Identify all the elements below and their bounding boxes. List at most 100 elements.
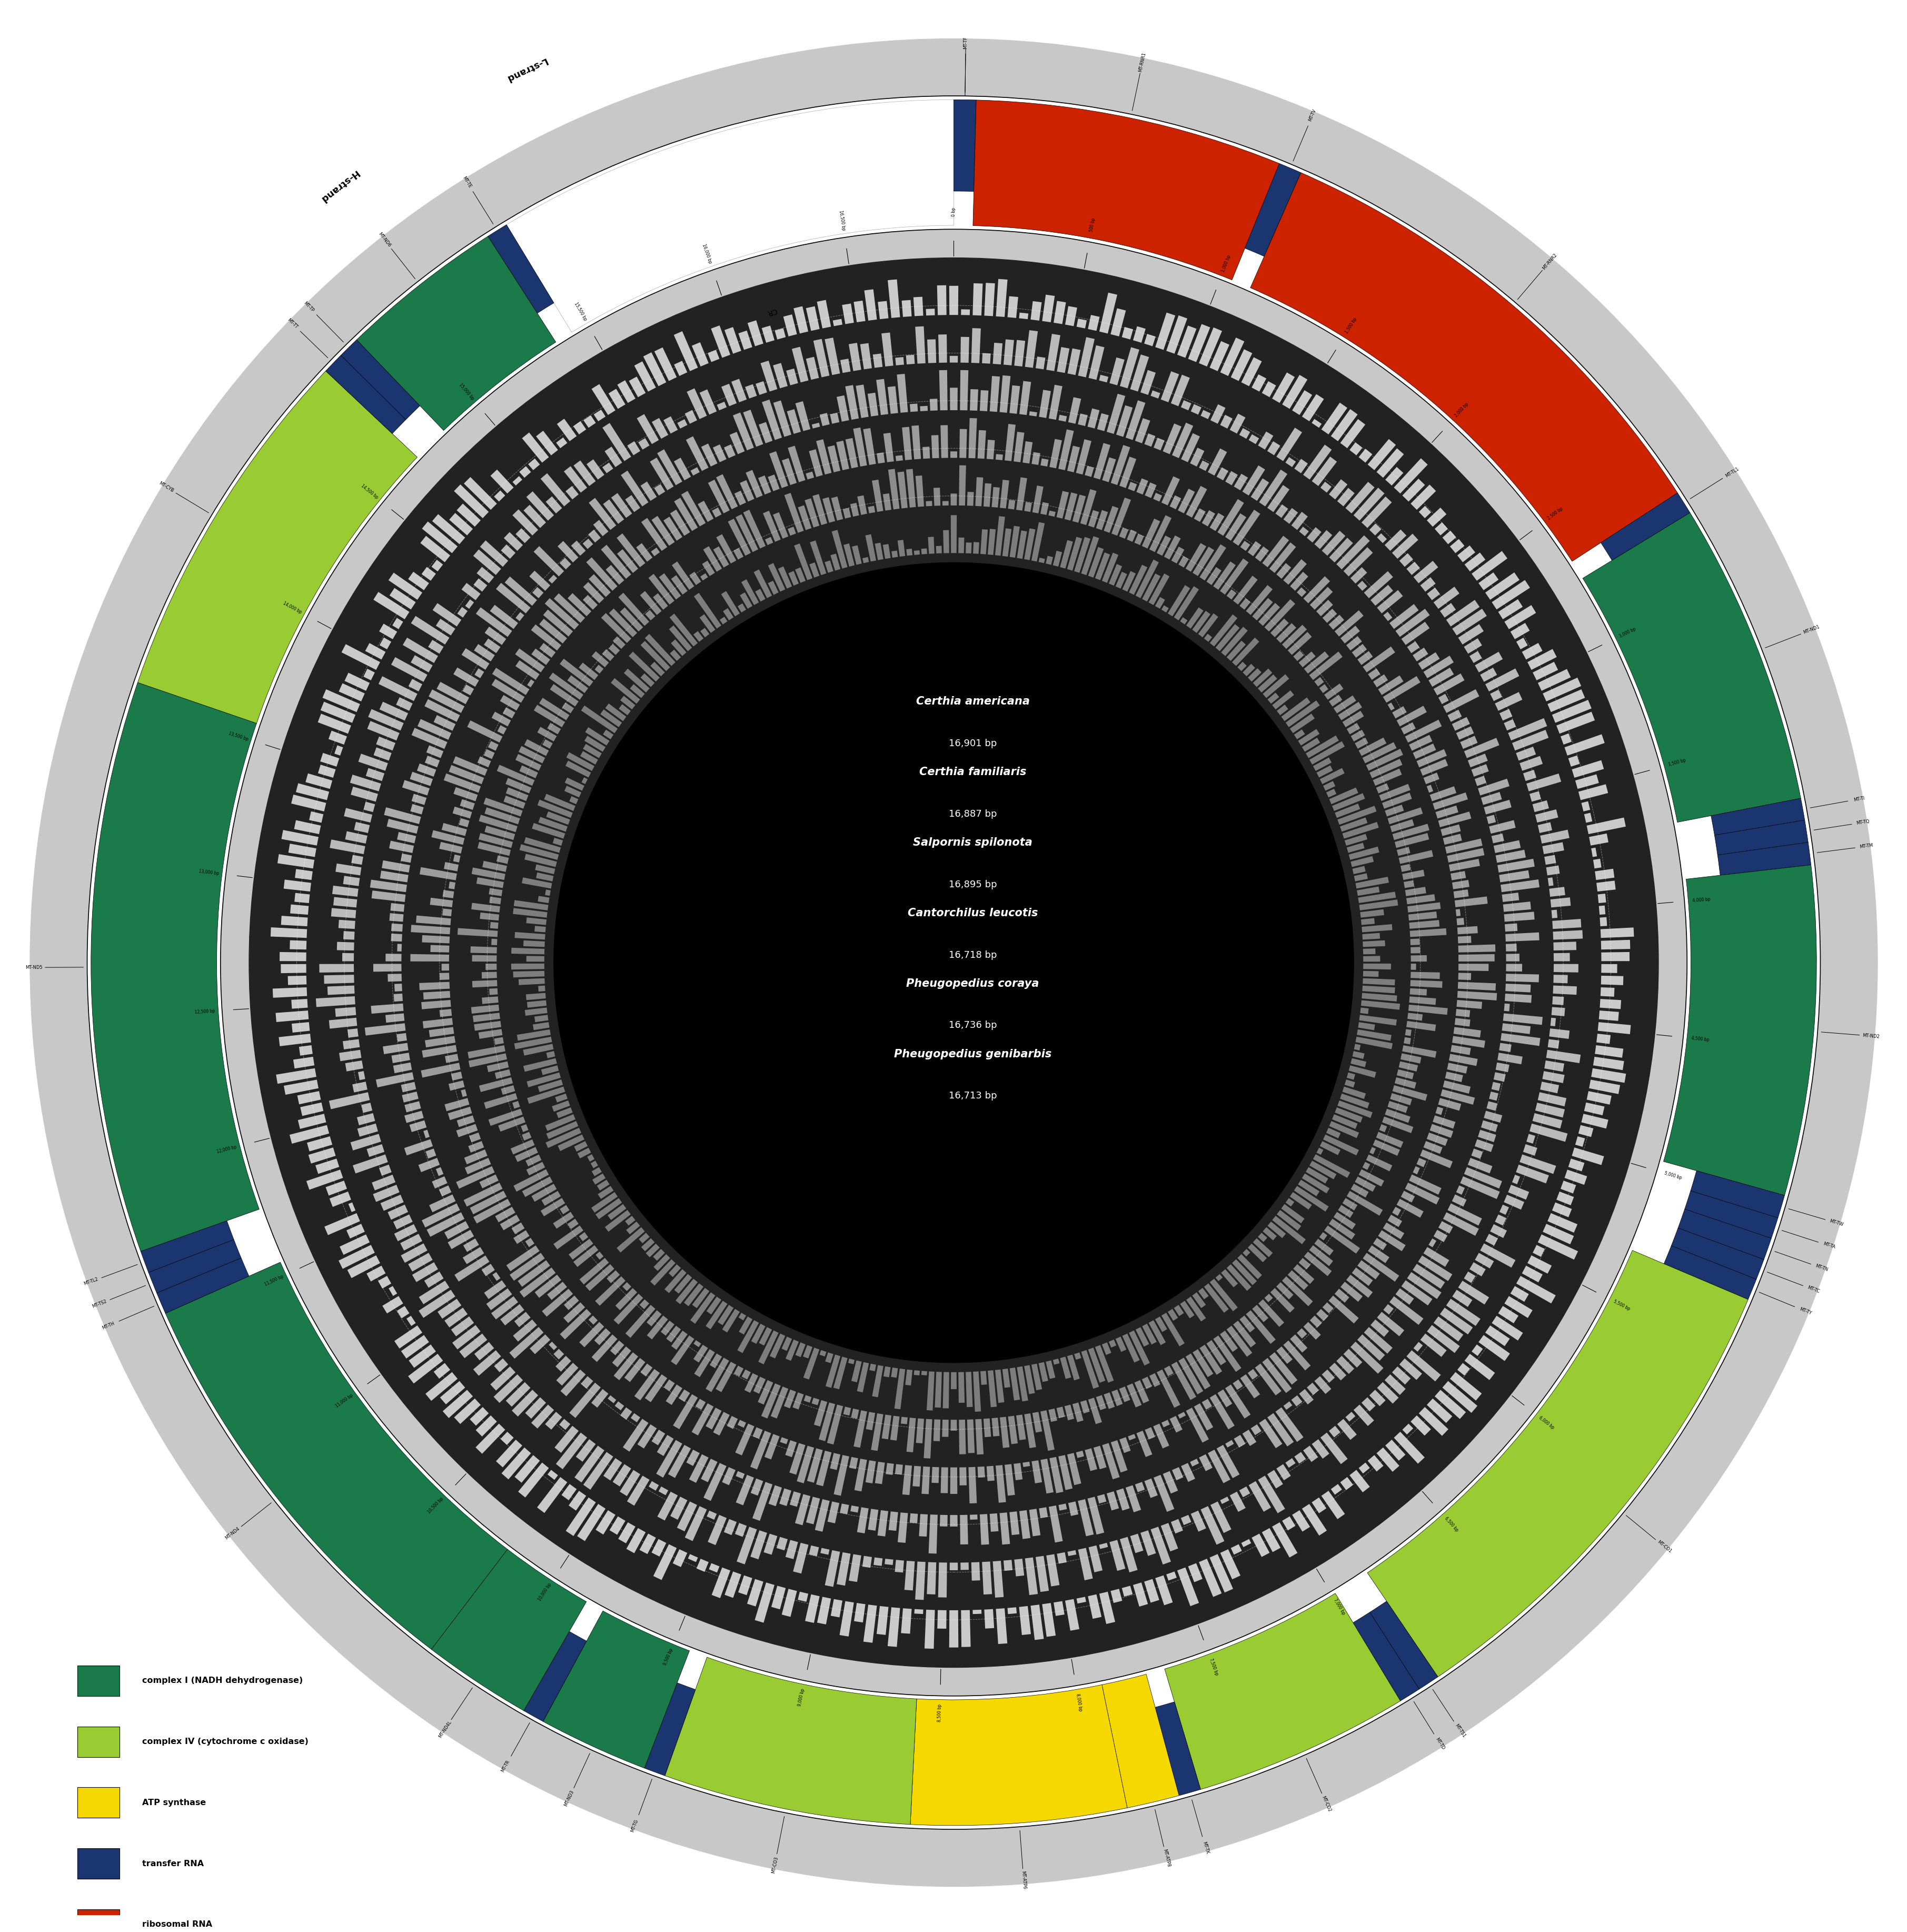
Wedge shape: [831, 529, 847, 568]
Wedge shape: [1177, 489, 1194, 514]
Wedge shape: [1066, 537, 1081, 570]
Wedge shape: [793, 543, 812, 580]
Wedge shape: [902, 1464, 912, 1495]
Wedge shape: [397, 1034, 406, 1041]
Wedge shape: [1516, 746, 1535, 761]
Wedge shape: [1119, 1437, 1131, 1453]
Wedge shape: [877, 452, 885, 464]
Wedge shape: [1220, 1269, 1238, 1287]
Wedge shape: [486, 1061, 509, 1072]
Wedge shape: [1125, 1486, 1140, 1513]
Wedge shape: [1365, 1155, 1392, 1171]
Wedge shape: [1333, 696, 1356, 713]
Wedge shape: [1200, 1507, 1224, 1546]
Wedge shape: [833, 319, 843, 327]
Wedge shape: [671, 1331, 687, 1350]
Wedge shape: [1344, 481, 1375, 514]
Wedge shape: [656, 1439, 683, 1478]
Wedge shape: [1470, 1345, 1482, 1356]
Wedge shape: [1039, 458, 1049, 466]
Wedge shape: [1526, 1134, 1535, 1144]
Wedge shape: [391, 933, 402, 941]
Wedge shape: [1451, 879, 1468, 889]
Wedge shape: [305, 773, 332, 788]
Wedge shape: [1058, 1503, 1066, 1511]
Wedge shape: [591, 1192, 618, 1213]
Wedge shape: [885, 1559, 892, 1565]
Wedge shape: [772, 512, 788, 539]
Wedge shape: [770, 1586, 786, 1609]
Wedge shape: [1446, 1072, 1463, 1082]
Text: MT-TA: MT-TA: [1821, 1242, 1835, 1250]
Wedge shape: [1600, 976, 1623, 985]
Wedge shape: [652, 516, 675, 545]
Wedge shape: [624, 1358, 645, 1381]
Wedge shape: [1377, 533, 1386, 543]
Wedge shape: [614, 1401, 624, 1410]
Wedge shape: [1308, 1246, 1333, 1265]
Wedge shape: [973, 100, 1280, 280]
Wedge shape: [509, 1327, 543, 1358]
Wedge shape: [389, 587, 416, 609]
Wedge shape: [1076, 1451, 1083, 1459]
Wedge shape: [402, 638, 439, 663]
Wedge shape: [1396, 705, 1426, 726]
Wedge shape: [1302, 1503, 1327, 1536]
Wedge shape: [1186, 607, 1203, 628]
Wedge shape: [420, 867, 458, 881]
Wedge shape: [1211, 404, 1224, 423]
Wedge shape: [646, 1244, 660, 1258]
Wedge shape: [692, 632, 704, 641]
Wedge shape: [824, 560, 833, 572]
Wedge shape: [513, 972, 543, 978]
Wedge shape: [595, 1327, 610, 1345]
Wedge shape: [1308, 742, 1344, 765]
Wedge shape: [1512, 1175, 1520, 1184]
Wedge shape: [1316, 599, 1333, 616]
Wedge shape: [482, 997, 498, 1005]
Wedge shape: [959, 371, 969, 410]
Wedge shape: [1322, 1370, 1335, 1383]
Wedge shape: [1468, 651, 1482, 663]
Wedge shape: [463, 1150, 488, 1165]
Wedge shape: [1192, 1349, 1213, 1378]
Wedge shape: [1200, 545, 1226, 580]
Wedge shape: [1457, 1001, 1482, 1009]
Wedge shape: [1369, 1389, 1384, 1406]
Wedge shape: [1037, 558, 1045, 562]
Wedge shape: [910, 1513, 917, 1522]
Wedge shape: [751, 1482, 772, 1520]
Wedge shape: [1362, 1397, 1375, 1412]
Wedge shape: [1383, 1223, 1404, 1238]
Wedge shape: [1032, 522, 1045, 562]
Wedge shape: [1211, 1501, 1232, 1532]
Text: 0 bp: 0 bp: [952, 207, 955, 216]
Wedge shape: [961, 336, 969, 363]
Wedge shape: [1135, 417, 1150, 442]
Wedge shape: [1207, 1449, 1230, 1484]
Wedge shape: [1344, 835, 1367, 846]
Wedge shape: [1247, 668, 1261, 682]
Wedge shape: [1577, 1124, 1592, 1138]
Wedge shape: [942, 1420, 948, 1437]
Wedge shape: [1499, 869, 1529, 883]
Wedge shape: [784, 493, 803, 533]
Wedge shape: [1421, 578, 1436, 591]
Wedge shape: [1449, 860, 1480, 871]
Wedge shape: [618, 1522, 635, 1544]
Wedge shape: [1571, 1148, 1604, 1165]
Text: Cantorchilus leucotis: Cantorchilus leucotis: [908, 908, 1037, 918]
Wedge shape: [803, 1345, 812, 1358]
Wedge shape: [479, 1175, 498, 1188]
Wedge shape: [950, 286, 957, 315]
Wedge shape: [1451, 1291, 1472, 1306]
Wedge shape: [746, 384, 757, 398]
Wedge shape: [942, 529, 950, 553]
Wedge shape: [601, 709, 622, 726]
Wedge shape: [828, 444, 841, 471]
Wedge shape: [553, 593, 585, 622]
Wedge shape: [719, 616, 727, 624]
Wedge shape: [1423, 1246, 1449, 1267]
Wedge shape: [532, 587, 543, 599]
Wedge shape: [1133, 327, 1146, 342]
